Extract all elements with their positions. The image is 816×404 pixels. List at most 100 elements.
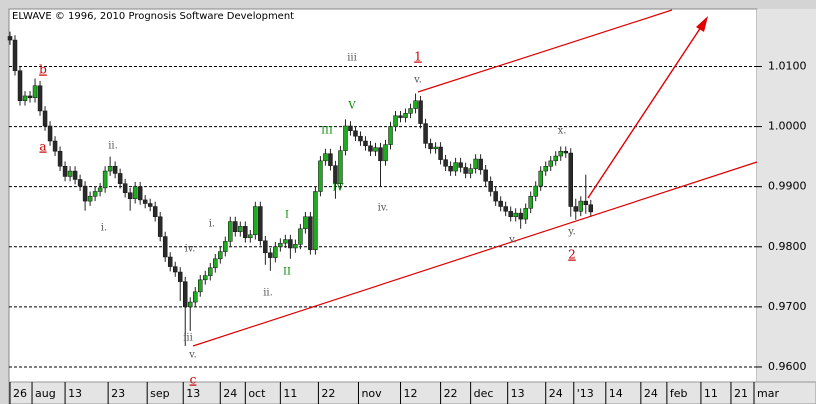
candle-body [22, 95, 28, 101]
candle-body [358, 135, 363, 142]
candle-body [538, 170, 543, 187]
x-tick-label: '13 [577, 387, 594, 400]
candle-body [428, 143, 433, 150]
candle-body [213, 258, 218, 269]
candle-body [333, 165, 338, 184]
chart-title: ELWAVE © 1996, 2010 Prognosis Software D… [12, 11, 294, 22]
candle-body [563, 150, 568, 154]
candle-body [463, 167, 468, 174]
candle-body [313, 191, 318, 251]
wave-label: c [190, 373, 197, 387]
candle-body [107, 166, 113, 172]
candle-body [137, 186, 143, 201]
candle-body [268, 252, 273, 258]
candle-body [578, 200, 584, 212]
x-tick-label: 22 [444, 387, 458, 400]
candle-body [67, 170, 73, 177]
candle-body [438, 146, 443, 160]
candle-body [157, 216, 163, 237]
candle-body [443, 159, 448, 167]
candle-body [72, 170, 78, 180]
candle-body [458, 162, 463, 168]
lower-channel-line [192, 161, 758, 347]
arrow-head [696, 16, 708, 32]
wave-label: i. [101, 223, 107, 234]
y-tick-label: 0.9700 [768, 300, 807, 313]
candle-body [27, 95, 33, 98]
candle-body [12, 39, 18, 71]
candle-body [87, 196, 93, 202]
upper-channel-line [417, 9, 673, 93]
candle-body [383, 144, 388, 162]
x-tick-label: aug [35, 387, 56, 400]
candle-body [228, 221, 233, 242]
x-tick-label: 24 [644, 387, 658, 400]
candle-body [122, 183, 128, 193]
annotations: ba ii.i.iv.i.iiiv.cii.IIIIIIIVViiiiv.v.1v… [39, 50, 576, 387]
x-tick-label: 24 [223, 387, 237, 400]
candle-body [233, 221, 238, 233]
candle-body [17, 70, 23, 101]
candle-body [198, 279, 203, 293]
candle-body [553, 155, 558, 162]
candle-body [368, 145, 373, 152]
candle-body [498, 200, 503, 207]
candle-body [543, 166, 548, 172]
candle-body [328, 153, 333, 166]
candle-body [533, 185, 538, 197]
candle-body [478, 158, 483, 171]
candle-body [348, 125, 353, 132]
candle-body [62, 166, 68, 177]
wave-label: 1 [414, 50, 422, 64]
candle-body [523, 208, 528, 220]
candle-body [318, 160, 323, 192]
x-tick-label: mar [757, 387, 779, 400]
x-axis-panel [8, 381, 816, 404]
candle-body [353, 130, 358, 137]
candle-body [223, 241, 228, 252]
candle-body [77, 179, 83, 187]
x-tick-label: 13 [186, 387, 200, 400]
candle-body [473, 158, 478, 169]
candle-body [132, 186, 138, 199]
plot-area [8, 8, 758, 383]
candle-body [57, 150, 63, 167]
candle-body [423, 123, 428, 144]
candle-body [243, 226, 248, 239]
candle-body [187, 301, 193, 308]
candle-body [588, 204, 594, 213]
candle-body [172, 266, 178, 273]
candle-body [298, 228, 303, 245]
candle-body [218, 251, 223, 260]
candle-body [253, 206, 258, 236]
candle-body [418, 100, 423, 124]
candle-body [7, 36, 13, 41]
candle-body [112, 166, 118, 174]
candle-body [248, 234, 253, 239]
wave-label: iv. [378, 203, 389, 214]
candle-body [238, 226, 243, 233]
wave-label: x. [558, 126, 567, 137]
wave-label: IV [332, 183, 344, 194]
projection-arrow [587, 23, 704, 199]
candle-body [32, 85, 38, 98]
wave-label: II [283, 267, 291, 278]
candle-body [403, 113, 408, 118]
candle-body [503, 206, 508, 212]
x-tick-label: 11 [283, 387, 297, 400]
x-tick-label: 13 [511, 387, 525, 400]
wave-label: v. [188, 350, 197, 361]
candle-body [363, 140, 368, 147]
x-tick-label: 13 [68, 387, 82, 400]
candle-body [263, 240, 268, 254]
y-tick-label: 0.9900 [768, 180, 807, 193]
x-tick-label: 26 [13, 387, 27, 400]
candle-body [47, 125, 53, 142]
candle-body [448, 166, 453, 172]
candle-body [37, 85, 43, 112]
x-tick-label: nov [361, 387, 382, 400]
candle-body [97, 187, 103, 192]
x-tick-label: sep [150, 387, 169, 400]
y-tick-label: 1.0100 [768, 59, 807, 72]
